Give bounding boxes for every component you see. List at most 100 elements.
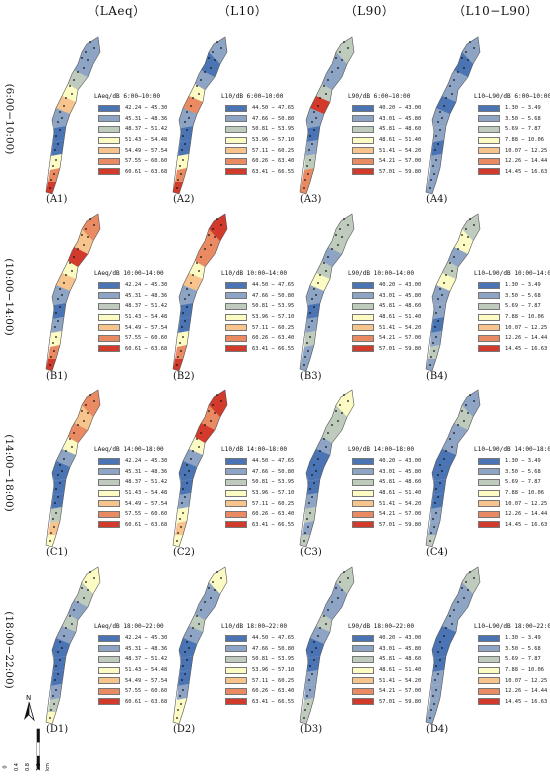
legend-item: 43.01 − 45.80 (348, 467, 428, 478)
contour-zone (195, 600, 215, 620)
panel-label: (C2) (173, 547, 195, 558)
measurement-point (303, 540, 305, 542)
measurement-point (181, 326, 183, 328)
measurement-point (473, 224, 475, 226)
legend-item: 42.24 − 45.30 (94, 280, 174, 291)
legend: LAeq/dB 6:00−10:00 42.24 − 45.30 45.31 − 4… (94, 93, 174, 177)
measurement-point (216, 218, 218, 220)
measurement-point (451, 623, 453, 625)
contour-map (45, 36, 101, 195)
legend-swatch (98, 281, 120, 289)
legend-range: 48.61 − 51.40 (379, 314, 422, 321)
measurement-point (437, 143, 439, 145)
district-outline (172, 36, 228, 195)
measurement-point (443, 635, 445, 637)
measurement-point (341, 236, 343, 238)
contour-map (425, 566, 481, 725)
contour-zone (52, 461, 70, 481)
legend-range: 14.45 − 16.63 (505, 698, 548, 705)
measurement-point (53, 526, 55, 528)
measurement-point (467, 589, 469, 591)
measurement-point (54, 679, 56, 681)
measurement-point (87, 236, 89, 238)
measurement-point (311, 320, 313, 322)
legend-item: 63.41 − 66.55 (221, 697, 301, 708)
measurement-point (457, 424, 459, 426)
legend-swatch (98, 125, 120, 133)
measurement-point (461, 234, 463, 236)
contour-zone (53, 479, 66, 495)
scale-tick-0: 0 (2, 765, 9, 769)
measurement-point (54, 326, 56, 328)
legend-swatch (98, 687, 120, 695)
legend-range: 3.50 − 5.68 (505, 645, 541, 652)
legend-swatch (98, 677, 120, 685)
measurement-point (198, 270, 200, 272)
legend-item: 51.43 − 54.48 (94, 135, 174, 146)
legend-swatch (478, 147, 500, 155)
contour-zone (173, 359, 183, 371)
measurement-point (176, 364, 178, 366)
measurement-point (307, 526, 309, 528)
legend-item: 50.81 − 53.95 (221, 301, 301, 312)
legend-item: 48.37 − 51.42 (94, 477, 174, 488)
legend-range: 50.81 − 53.95 (252, 303, 295, 310)
measurement-point (214, 236, 216, 238)
measurement-point (463, 420, 465, 422)
measurement-point (85, 581, 87, 583)
measurement-point (303, 364, 305, 366)
measurement-point (309, 689, 311, 691)
legend-title: LAeq/dB 10:00−14:00 (94, 270, 164, 277)
measurement-point (439, 306, 441, 308)
contour-zone (201, 229, 220, 254)
measurement-point (451, 93, 453, 95)
map-panel: L10−L90/dB 18:00−22:00 1.30 − 3.49 3.50 − … (418, 552, 550, 742)
contour-zone (180, 656, 193, 672)
measurement-point (465, 404, 467, 406)
legend-title: L90/dB 14:00−18:00 (348, 446, 415, 453)
legend-range: 60.26 − 63.40 (252, 158, 295, 165)
measurement-point (59, 464, 61, 466)
measurement-point (335, 57, 337, 59)
measurement-point (57, 320, 59, 322)
measurement-point (319, 450, 321, 452)
map-panel: L90/dB 14:00−18:00 40.20 − 43.00 43.01 − 4… (292, 375, 426, 565)
contour-zone (178, 493, 191, 509)
contour-zone (74, 229, 93, 254)
legend-range: 54.49 − 57.54 (125, 147, 168, 154)
measurement-point (445, 627, 447, 629)
legend-range: 1.30 − 3.49 (505, 282, 541, 289)
legend-item: 60.26 − 63.40 (221, 333, 301, 344)
contour-zone (51, 493, 64, 509)
contour-zone (46, 712, 56, 724)
legend-range: 40.20 − 43.00 (379, 105, 422, 112)
measurement-point (311, 474, 313, 476)
legend-swatch (225, 125, 247, 133)
measurement-point (200, 432, 202, 434)
contour-map (299, 213, 355, 372)
legend-range: 10.07 − 12.25 (505, 677, 548, 684)
measurement-point (311, 651, 313, 653)
legend-range: 48.37 − 51.42 (125, 479, 168, 486)
legend-swatch (225, 510, 247, 518)
measurement-point (343, 218, 345, 220)
contour-zone (306, 108, 324, 128)
measurement-point (463, 597, 465, 599)
measurement-point (343, 571, 345, 573)
district-outline (172, 566, 228, 725)
contour-zone (173, 182, 183, 194)
contour-zone (195, 423, 215, 443)
contour-zone (178, 317, 191, 333)
panel-label: (D2) (173, 724, 196, 735)
contour-zone (179, 461, 197, 481)
legend-item: 54.49 − 57.54 (94, 322, 174, 333)
measurement-point (429, 717, 431, 719)
legend-swatch (98, 324, 120, 332)
measurement-point (53, 173, 55, 175)
contour-zone (307, 126, 320, 142)
legend-swatch (352, 698, 374, 706)
measurement-point (69, 262, 71, 264)
measurement-point (341, 59, 343, 61)
legend-range: 50.81 − 53.95 (252, 126, 295, 133)
legend-range: 48.61 − 51.40 (379, 667, 422, 674)
